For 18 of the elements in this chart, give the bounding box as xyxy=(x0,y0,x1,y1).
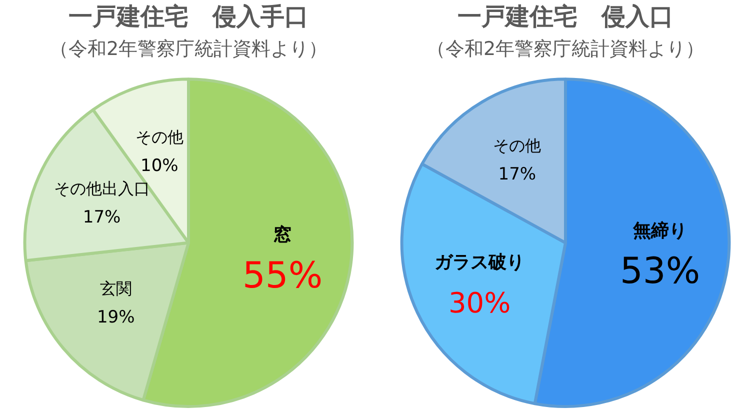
data-label: 17% xyxy=(498,164,536,184)
data-label: 30% xyxy=(448,286,511,320)
slice-label: その他 xyxy=(135,128,184,147)
data-label: 55% xyxy=(242,255,323,296)
slice-label: ガラス破り xyxy=(434,252,525,273)
chart-title: 一戸建住宅 侵入口 xyxy=(458,2,674,31)
data-label: 53% xyxy=(620,251,700,292)
data-label: 10% xyxy=(140,156,178,176)
chart-subtitle: （令和2年警察庁統計資料より） xyxy=(426,38,705,60)
slice-label: その他 xyxy=(493,136,542,156)
slice-label: その他出入口 xyxy=(54,179,150,198)
data-label: 17% xyxy=(82,208,121,228)
slice-label: 無締り xyxy=(632,220,688,242)
data-label: 19% xyxy=(96,307,135,328)
slice-label: 窓 xyxy=(274,224,292,246)
chart-subtitle: （令和2年警察庁統計資料より） xyxy=(49,38,328,60)
chart-title: 一戸建住宅 侵入手口 xyxy=(68,2,308,31)
slice-label: 玄関 xyxy=(100,279,132,298)
